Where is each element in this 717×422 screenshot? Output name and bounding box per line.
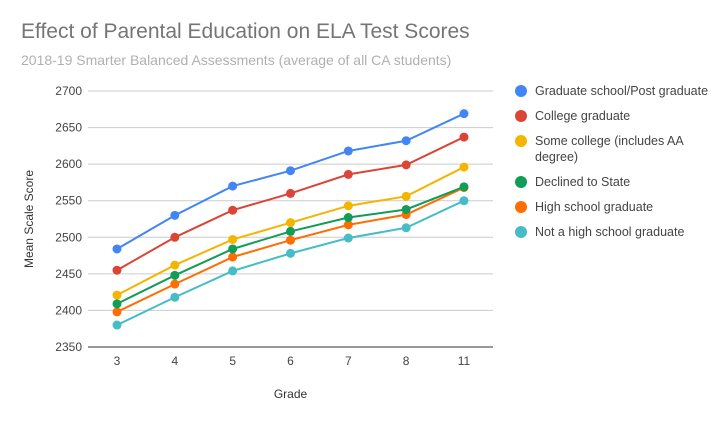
legend-label: High school graduate <box>535 200 654 214</box>
data-point <box>401 136 411 146</box>
data-point <box>459 132 469 142</box>
data-point <box>285 218 295 228</box>
x-tick-label: 3 <box>114 354 121 368</box>
data-point <box>228 234 238 244</box>
data-point <box>343 213 353 223</box>
legend-label: Some college (includes AA degree) <box>535 134 684 164</box>
x-axis-title: Grade <box>274 387 308 401</box>
data-point <box>401 204 411 214</box>
legend-marker <box>515 135 527 147</box>
legend-item: Not a high school graduate <box>513 224 713 240</box>
data-point <box>459 182 469 192</box>
legend-marker <box>515 110 527 122</box>
series-group <box>112 196 469 330</box>
data-point <box>170 292 180 302</box>
legend-item: Declined to State <box>513 174 713 190</box>
data-point <box>112 244 122 254</box>
data-point <box>170 279 180 289</box>
data-point <box>285 226 295 236</box>
series-group <box>112 182 469 309</box>
data-point <box>459 109 469 119</box>
data-point <box>459 162 469 172</box>
legend-label: Not a high school graduate <box>535 225 685 239</box>
x-tick-label: 7 <box>345 354 352 368</box>
legend-item: Graduate school/Post graduate <box>513 83 713 99</box>
legend-marker <box>515 176 527 188</box>
data-point <box>343 201 353 211</box>
legend-label: Declined to State <box>535 175 631 189</box>
series-group <box>112 109 469 254</box>
data-point <box>112 320 122 330</box>
y-tick-label: 2500 <box>55 230 82 244</box>
data-point <box>112 299 122 309</box>
data-point <box>170 270 180 280</box>
data-point <box>112 307 122 317</box>
chart-subtitle: 2018-19 Smarter Balanced Assessments (av… <box>21 52 452 68</box>
data-point <box>343 233 353 243</box>
legend-marker <box>515 226 527 238</box>
y-tick-label: 2550 <box>55 194 82 208</box>
y-tick-label: 2400 <box>55 303 82 317</box>
series-group <box>112 132 469 275</box>
legend-item: College graduate <box>513 108 713 124</box>
x-tick-label: 11 <box>458 354 471 368</box>
data-point <box>112 265 122 275</box>
legend-item: Some college (includes AA degree) <box>513 133 713 165</box>
data-point <box>285 235 295 245</box>
x-tick-label: 4 <box>171 354 178 368</box>
data-point <box>401 223 411 233</box>
data-point <box>170 260 180 270</box>
data-point <box>343 220 353 230</box>
data-point <box>285 248 295 258</box>
data-point <box>343 169 353 179</box>
y-tick-label: 2700 <box>55 84 82 98</box>
data-point <box>170 210 180 220</box>
y-tick-label: 2600 <box>55 157 82 171</box>
data-point <box>170 232 180 242</box>
data-point <box>228 252 238 262</box>
y-axis-title: Mean Scale Score <box>22 170 36 268</box>
data-point <box>401 191 411 201</box>
data-point <box>285 188 295 198</box>
data-point <box>228 244 238 254</box>
data-point <box>228 205 238 215</box>
y-tick-label: 2450 <box>55 267 82 281</box>
y-tick-label: 2350 <box>55 340 82 354</box>
legend-label: College graduate <box>535 109 631 123</box>
x-tick-label: 5 <box>229 354 236 368</box>
legend-label: Graduate school/Post graduate <box>535 84 709 98</box>
data-point <box>401 160 411 170</box>
legend-item: High school graduate <box>513 199 713 215</box>
x-tick-label: 8 <box>403 354 410 368</box>
data-point <box>459 196 469 206</box>
data-point <box>285 166 295 176</box>
y-tick-label: 2650 <box>55 121 82 135</box>
legend-marker <box>515 85 527 97</box>
series-group <box>112 162 469 300</box>
chart-legend: Graduate school/Post graduate College gra… <box>513 83 713 249</box>
data-point <box>343 146 353 156</box>
x-tick-label: 6 <box>287 354 294 368</box>
data-point <box>112 290 122 300</box>
chart-title: Effect of Parental Education on ELA Test… <box>21 20 470 43</box>
legend-marker <box>515 201 527 213</box>
data-point <box>228 181 238 191</box>
data-point <box>228 266 238 276</box>
